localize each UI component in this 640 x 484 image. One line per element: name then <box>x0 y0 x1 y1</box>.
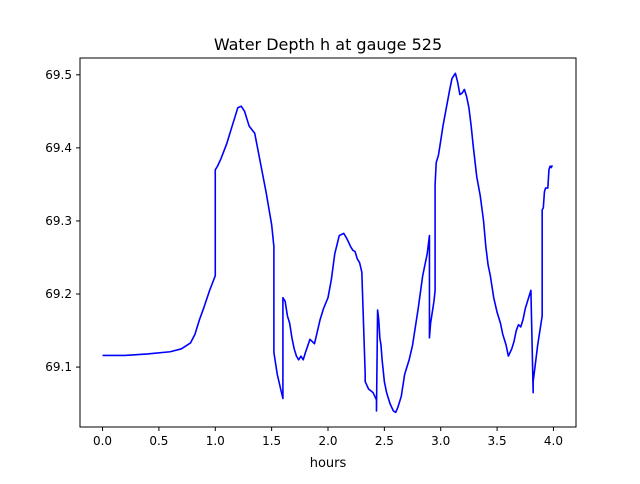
y-tick-label: 69.1 <box>45 360 72 374</box>
x-tick-label: 3.0 <box>431 434 450 448</box>
y-tick-label: 69.2 <box>45 287 72 301</box>
x-tick-label: 4.0 <box>544 434 563 448</box>
chart-title: Water Depth h at gauge 525 <box>214 35 442 54</box>
x-tick-label: 1.5 <box>262 434 281 448</box>
series-line-1 <box>102 72 554 414</box>
x-axis: 0.0 0.5 1.0 1.5 2.0 2.5 3.0 3.5 4.0 <box>93 427 563 448</box>
y-tick-label: 69.3 <box>45 214 72 228</box>
x-tick-label: 2.0 <box>318 434 337 448</box>
y-tick-label: 69.4 <box>45 141 72 155</box>
y-tick-label: 69.5 <box>45 68 72 82</box>
plot-area <box>79 57 577 428</box>
x-tick-label: 2.5 <box>375 434 394 448</box>
x-tick-label: 1.0 <box>206 434 225 448</box>
axes-frame <box>79 57 577 428</box>
y-axis: 69.1 69.2 69.3 69.4 69.5 <box>45 68 80 374</box>
x-tick-label: 0.0 <box>93 434 112 448</box>
x-tick-label: 3.5 <box>488 434 507 448</box>
x-axis-label: hours <box>310 456 347 471</box>
x-tick-label: 0.5 <box>149 434 168 448</box>
